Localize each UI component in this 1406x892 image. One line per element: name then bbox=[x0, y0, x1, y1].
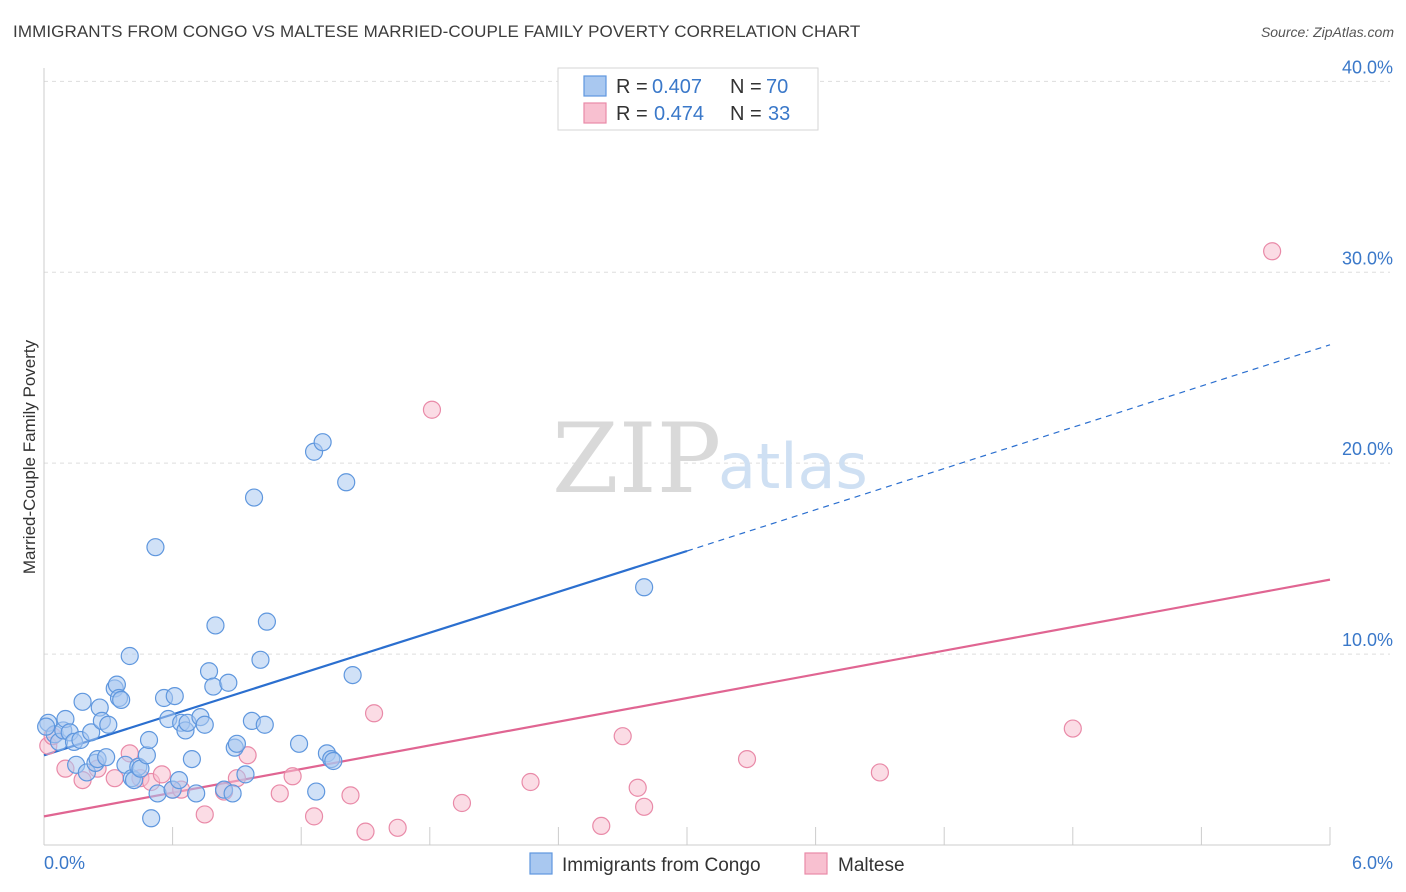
maltese-point bbox=[635, 797, 654, 816]
maltese-point bbox=[304, 807, 324, 826]
y-tick-label: 20.0% bbox=[1342, 439, 1393, 459]
maltese-trend-line bbox=[43, 578, 1331, 818]
congo-point bbox=[219, 673, 238, 692]
congo-point bbox=[112, 690, 131, 710]
congo-point bbox=[165, 686, 184, 706]
watermark-atlas: atlas bbox=[718, 430, 868, 503]
bottom-legend-swatch-maltese bbox=[804, 852, 828, 875]
congo-point bbox=[142, 809, 161, 828]
congo-point bbox=[343, 665, 362, 685]
legend-n-value-1: 33 bbox=[768, 103, 790, 125]
maltese-point bbox=[521, 772, 540, 792]
legend-n-label-1: N = bbox=[730, 103, 762, 125]
congo-point bbox=[97, 748, 116, 767]
legend-r-value-0: 0.407 bbox=[652, 76, 702, 98]
maltese-point bbox=[628, 778, 647, 797]
watermark-zip: ZIP bbox=[552, 403, 721, 515]
congo-point bbox=[199, 662, 219, 681]
y-axis-label: Married-Couple Family Poverty bbox=[20, 339, 39, 574]
data-points bbox=[37, 242, 1282, 841]
congo-point bbox=[195, 715, 214, 734]
congo-trend-line-extension bbox=[686, 344, 1331, 552]
trend-lines bbox=[43, 344, 1331, 818]
congo-point bbox=[148, 784, 167, 803]
maltese-point bbox=[870, 763, 890, 782]
congo-point bbox=[120, 646, 139, 666]
maltese-point bbox=[388, 818, 407, 837]
congo-point bbox=[257, 612, 277, 631]
x-tick-label-0: 0.0% bbox=[44, 853, 85, 873]
congo-point bbox=[251, 650, 270, 669]
congo-point bbox=[289, 734, 309, 753]
congo-point bbox=[337, 473, 356, 492]
y-tick-label: 30.0% bbox=[1342, 248, 1393, 268]
maltese-point bbox=[270, 784, 289, 803]
bottom-legend-label-congo: Immigrants from Congo bbox=[562, 855, 761, 876]
congo-point bbox=[182, 749, 201, 769]
maltese-point bbox=[1263, 242, 1282, 261]
congo-point bbox=[139, 730, 159, 750]
x-tick-label-1: 6.0% bbox=[1352, 853, 1393, 873]
maltese-point bbox=[341, 786, 360, 805]
congo-point bbox=[37, 717, 56, 736]
congo-point bbox=[73, 692, 92, 711]
maltese-point bbox=[1063, 719, 1082, 738]
maltese-point bbox=[152, 765, 171, 784]
legend-swatch-congo bbox=[583, 75, 607, 97]
chart-title: IMMIGRANTS FROM CONGO VS MALTESE MARRIED… bbox=[13, 22, 861, 41]
congo-point bbox=[137, 746, 156, 765]
maltese-point bbox=[356, 822, 375, 841]
bottom-legend-label-maltese: Maltese bbox=[838, 855, 905, 876]
congo-point bbox=[255, 715, 274, 734]
maltese-point bbox=[613, 727, 632, 746]
maltese-point bbox=[452, 793, 472, 813]
congo-point bbox=[206, 616, 225, 635]
legend-r-label-0: R = bbox=[616, 76, 648, 98]
congo-point bbox=[635, 578, 654, 597]
y-tick-labels: 10.0% 20.0% 30.0% 40.0% bbox=[1342, 57, 1393, 650]
congo-point bbox=[223, 784, 242, 803]
maltese-point bbox=[422, 400, 442, 419]
bottom-legend-swatch-congo bbox=[529, 852, 553, 875]
congo-point bbox=[187, 784, 206, 803]
congo-point bbox=[169, 770, 189, 790]
legend-r-value-1: 0.474 bbox=[654, 103, 704, 125]
congo-point bbox=[236, 765, 255, 784]
congo-point bbox=[99, 715, 118, 734]
legend-r-label-1: R = bbox=[616, 103, 648, 125]
maltese-point bbox=[195, 805, 214, 824]
source-label: Source: ZipAtlas.com bbox=[1260, 24, 1394, 40]
x-tick-marks bbox=[43, 827, 1331, 845]
maltese-point bbox=[283, 767, 302, 786]
bottom-legend: Immigrants from Congo Maltese bbox=[529, 852, 905, 876]
congo-point bbox=[227, 734, 246, 753]
congo-point bbox=[82, 723, 101, 742]
congo-point bbox=[313, 433, 332, 452]
congo-point bbox=[204, 677, 223, 696]
maltese-point bbox=[737, 749, 757, 769]
y-tick-label: 40.0% bbox=[1342, 57, 1393, 77]
congo-point bbox=[307, 782, 326, 801]
maltese-point bbox=[364, 704, 384, 723]
legend-n-label-0: N = bbox=[730, 76, 762, 98]
congo-trend-line bbox=[43, 549, 688, 757]
congo-point bbox=[146, 538, 165, 557]
legend-swatch-maltese bbox=[583, 102, 607, 124]
grid-lines bbox=[44, 80, 1390, 655]
congo-point bbox=[244, 488, 264, 507]
maltese-point bbox=[592, 816, 611, 836]
y-tick-label: 10.0% bbox=[1342, 630, 1393, 650]
legend: R = 0.407 N = 70 R = 0.474 N = 33 bbox=[557, 67, 819, 131]
legend-n-value-0: 70 bbox=[766, 76, 788, 98]
congo-point bbox=[324, 751, 343, 771]
